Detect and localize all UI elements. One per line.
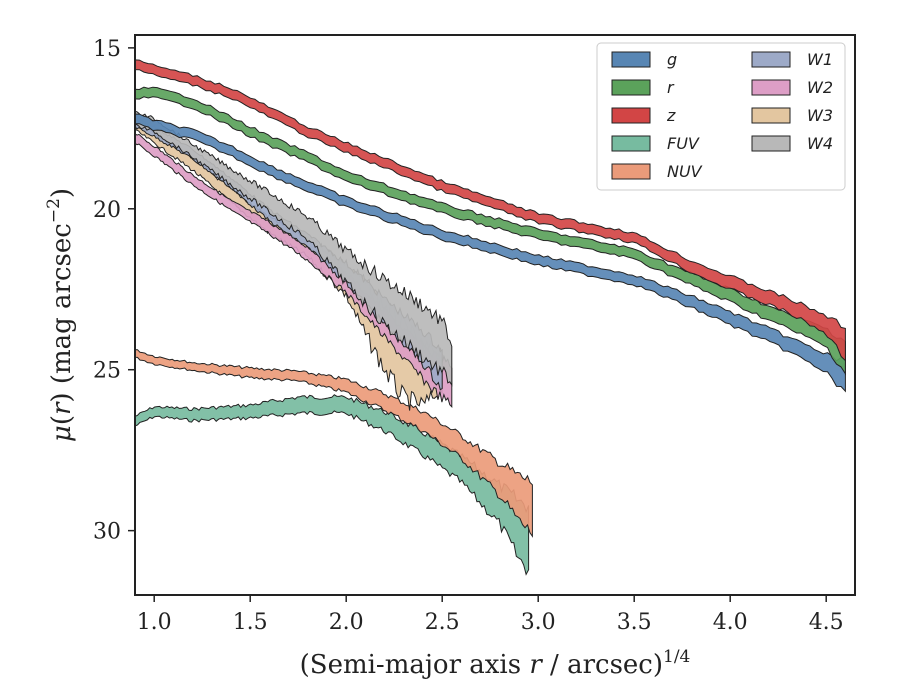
legend-swatch-w4	[751, 135, 791, 152]
legend-label-w3: W3	[807, 106, 833, 125]
series-band-w4	[134, 110, 453, 387]
plot-area	[134, 59, 846, 576]
series-band-z	[134, 59, 846, 362]
legend-label-r: r	[667, 78, 675, 97]
legend-swatch-z	[611, 107, 651, 124]
y-tick-label: 20	[93, 198, 121, 223]
legend-label-w2: W2	[807, 78, 833, 97]
plot-frame	[134, 34, 856, 596]
axes: 1.0 1.5 2.0 2.5 3.0 3.5 4.0 4.5 15 20 25 30	[93, 34, 856, 635]
x-tick-label: 1.0	[137, 610, 172, 635]
x-axis-label: (Semi-major axis r / arcsec)1/4	[300, 647, 691, 680]
legend-swatch-w1	[751, 51, 791, 68]
x-tick-label: 3.0	[521, 610, 556, 635]
x-tick-label: 1.5	[233, 610, 268, 635]
legend-swatch-w2	[751, 79, 791, 96]
y-axis-label: μ(r) (mag arcsec−2)	[44, 188, 77, 442]
y-tick-label: 15	[93, 37, 121, 62]
series-band-r	[134, 86, 846, 376]
y-tick-label: 25	[93, 359, 121, 384]
legend-label-g: g	[667, 50, 677, 69]
x-tick-label: 3.5	[617, 610, 652, 635]
legend-swatch-fuv	[611, 135, 651, 152]
y-tick-label: 30	[93, 520, 121, 545]
legend: grz FUV NUV W1 W2 W3 W4	[596, 42, 846, 191]
x-tick-label: 4.0	[713, 610, 748, 635]
series-band-g	[134, 113, 846, 393]
legend-label-nuv: NUV	[667, 162, 703, 181]
legend-swatch-w3	[751, 107, 791, 124]
x-tick-label: 2.0	[329, 610, 364, 635]
legend-swatch-nuv	[611, 163, 651, 180]
legend-label-w4: W4	[807, 134, 833, 153]
legend-label-fuv: FUV	[667, 134, 700, 153]
x-tick-label: 2.5	[425, 610, 460, 635]
legend-label-w1: W1	[807, 50, 833, 69]
series-band-nuv	[134, 349, 533, 538]
series-band-w2	[134, 132, 453, 409]
series-band-fuv	[134, 394, 530, 576]
x-tick-label: 4.5	[809, 610, 844, 635]
legend-label-z: z	[666, 106, 676, 125]
legend-swatch-r	[611, 79, 651, 96]
legend-swatch-g	[611, 51, 651, 68]
